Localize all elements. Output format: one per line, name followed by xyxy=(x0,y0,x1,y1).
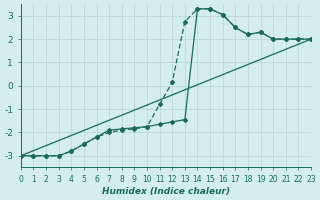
X-axis label: Humidex (Indice chaleur): Humidex (Indice chaleur) xyxy=(102,187,230,196)
